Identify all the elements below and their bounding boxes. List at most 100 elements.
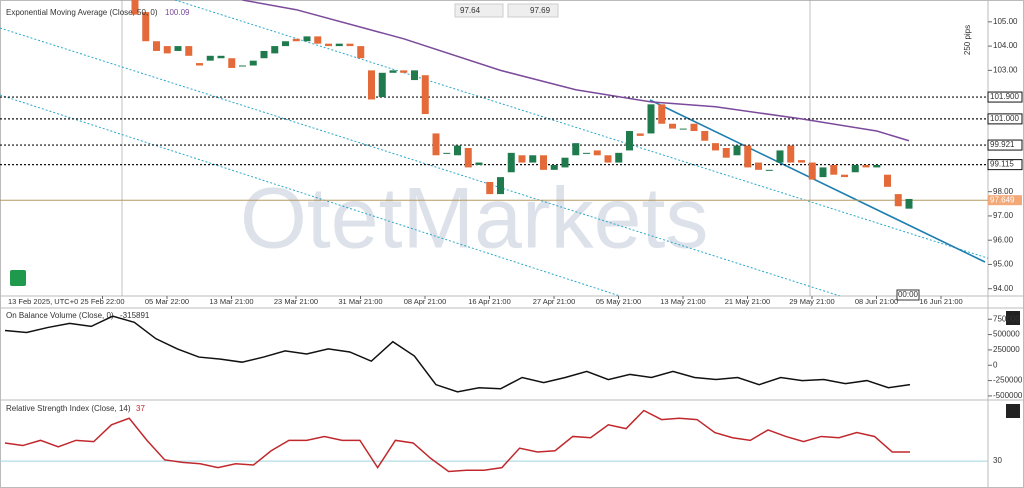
x-tick-label: 05 May 21:00	[596, 297, 641, 306]
y-tick-label: 500000	[993, 330, 1020, 339]
x-tick-label: 13 Feb 2025, UTC+0	[8, 297, 78, 306]
candle-body	[819, 167, 827, 178]
candle-body	[400, 70, 408, 73]
level-label: 101.900	[990, 92, 1019, 101]
level-box	[987, 139, 1023, 151]
candle-body	[884, 174, 891, 187]
bid: 97.64	[460, 6, 481, 15]
x-tick-label: 08 Jun 21:00	[855, 297, 898, 306]
x-tick-label: 16 Jun 21:00	[919, 297, 962, 306]
x-tick-label: 16 Apr 21:00	[468, 297, 511, 306]
time-marker-box	[896, 289, 920, 301]
close-button[interactable]	[1006, 404, 1020, 418]
x-tick-label: 29 May 21:00	[789, 297, 834, 306]
level-box	[987, 113, 1023, 125]
candle-body	[368, 70, 375, 100]
channel-line	[174, 0, 988, 259]
candle-body	[841, 174, 848, 178]
candle-body	[572, 143, 580, 156]
candle-body	[518, 155, 526, 163]
candle-body	[271, 46, 279, 54]
x-tick-label: 13 May 21:00	[660, 297, 705, 306]
candle-body	[701, 131, 709, 141]
level-label: 99.115	[990, 160, 1014, 169]
candle-body	[239, 65, 246, 67]
candle-body	[475, 162, 483, 165]
candle-body	[142, 12, 150, 42]
candle-body	[217, 55, 225, 59]
y-tick-label: 94.00	[993, 284, 1014, 293]
x-tick-label: 13 Mar 21:00	[209, 297, 253, 306]
candle-body	[787, 145, 795, 163]
candle-body	[561, 157, 569, 168]
obv-value: -315891	[120, 311, 150, 320]
candle-body	[776, 150, 784, 163]
candle-body	[808, 162, 816, 180]
candle-body	[206, 55, 214, 61]
candle-body	[314, 36, 322, 44]
last-price-box	[988, 195, 1022, 206]
candle-body	[690, 123, 698, 132]
candle-body	[282, 41, 289, 47]
candle-body	[303, 36, 311, 42]
ask: 97.69	[530, 6, 551, 15]
candle-body	[540, 155, 547, 170]
candle-body	[153, 41, 160, 51]
x-tick-label: 08 Apr 21:00	[404, 297, 447, 306]
candle-body	[507, 152, 515, 173]
candle-body	[626, 131, 633, 151]
candle-body	[830, 164, 838, 175]
drawings	[0, 0, 988, 296]
candle-body	[196, 63, 203, 66]
candle-body	[163, 46, 171, 54]
y-tick-label: -500000	[993, 391, 1023, 400]
candle-body	[464, 148, 472, 168]
icon-button[interactable]	[10, 270, 26, 286]
candle-body	[357, 46, 365, 59]
last-price-label: 97.649	[990, 195, 1015, 204]
ask-box[interactable]	[507, 3, 559, 18]
candle-body	[712, 143, 719, 151]
candle-body	[185, 46, 193, 56]
y-tick-label: 96.00	[993, 235, 1014, 244]
candle-body	[325, 43, 332, 47]
scale-label: 250 pips	[963, 25, 972, 55]
candle-body	[260, 50, 268, 59]
y-tick-label: 95.00	[993, 260, 1014, 269]
candle-body	[636, 133, 644, 136]
y-tick-label: 250000	[993, 345, 1020, 354]
candle-body	[765, 169, 773, 171]
candle-body	[744, 145, 752, 168]
candle-body	[378, 72, 386, 98]
candle-body	[550, 164, 558, 170]
x-tick-label: 27 Apr 21:00	[533, 297, 576, 306]
watermark: OtetMarkets	[240, 171, 708, 267]
candle-body	[228, 58, 236, 68]
y-tick-label: 97.00	[993, 211, 1014, 220]
bid-box[interactable]	[454, 3, 504, 18]
candle-body	[335, 43, 343, 47]
y-tick-label: 0	[993, 360, 998, 369]
candle-body	[389, 70, 397, 73]
rsi-value: 37	[136, 404, 145, 413]
candle-body	[658, 104, 666, 124]
close-button[interactable]	[1006, 311, 1020, 325]
candle-body	[292, 38, 300, 42]
candle-body	[174, 46, 182, 51]
candle-body	[443, 152, 451, 154]
y-tick-label: 103.00	[993, 65, 1018, 74]
candle-body	[346, 43, 354, 47]
obv-title: On Balance Volume (Close, 0)	[6, 311, 114, 320]
time-marker: 00:00	[898, 290, 919, 299]
candle-body	[733, 145, 741, 156]
candle-body	[529, 155, 537, 163]
candle-body	[905, 198, 913, 209]
rsi-title: Relative Strength Index (Close, 14)	[6, 404, 131, 413]
candle-body	[798, 160, 805, 163]
title-value: 100.09	[165, 8, 190, 17]
candle-body	[432, 133, 440, 156]
x-tick-label: 05 Mar 22:00	[145, 297, 189, 306]
candle-body	[454, 145, 461, 156]
channel-line	[0, 94, 621, 296]
x-tick-label: 25 Feb 22:00	[80, 297, 124, 306]
